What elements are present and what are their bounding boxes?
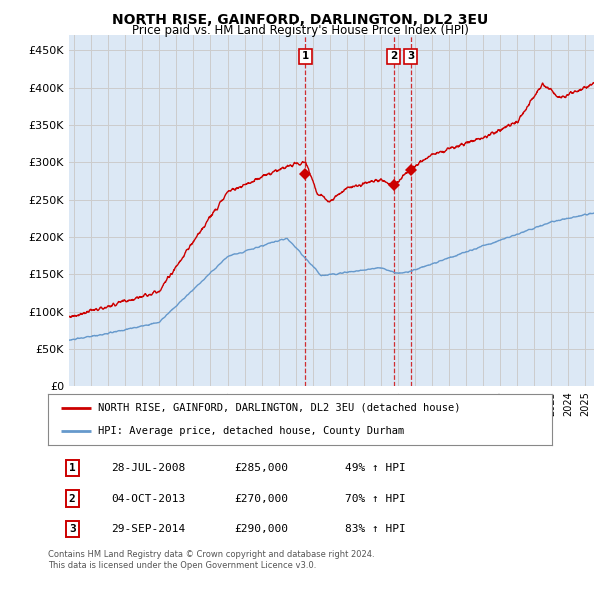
Text: 1: 1: [302, 51, 309, 61]
Text: 29-SEP-2014: 29-SEP-2014: [111, 524, 185, 534]
Text: Price paid vs. HM Land Registry's House Price Index (HPI): Price paid vs. HM Land Registry's House …: [131, 24, 469, 37]
Text: 3: 3: [69, 524, 76, 534]
Text: NORTH RISE, GAINFORD, DARLINGTON, DL2 3EU: NORTH RISE, GAINFORD, DARLINGTON, DL2 3E…: [112, 13, 488, 27]
Text: £290,000: £290,000: [235, 524, 289, 534]
Text: 70% ↑ HPI: 70% ↑ HPI: [346, 494, 406, 503]
Text: 28-JUL-2008: 28-JUL-2008: [111, 463, 185, 473]
Text: NORTH RISE, GAINFORD, DARLINGTON, DL2 3EU (detached house): NORTH RISE, GAINFORD, DARLINGTON, DL2 3E…: [98, 402, 461, 412]
Text: 83% ↑ HPI: 83% ↑ HPI: [346, 524, 406, 534]
Text: 2: 2: [390, 51, 397, 61]
Text: This data is licensed under the Open Government Licence v3.0.: This data is licensed under the Open Gov…: [48, 560, 316, 569]
Text: 49% ↑ HPI: 49% ↑ HPI: [346, 463, 406, 473]
Text: Contains HM Land Registry data © Crown copyright and database right 2024.: Contains HM Land Registry data © Crown c…: [48, 550, 374, 559]
Text: 1: 1: [69, 463, 76, 473]
Text: 2: 2: [69, 494, 76, 503]
Text: 04-OCT-2013: 04-OCT-2013: [111, 494, 185, 503]
Text: 3: 3: [407, 51, 414, 61]
Text: £285,000: £285,000: [235, 463, 289, 473]
Text: HPI: Average price, detached house, County Durham: HPI: Average price, detached house, Coun…: [98, 426, 404, 436]
Text: £270,000: £270,000: [235, 494, 289, 503]
